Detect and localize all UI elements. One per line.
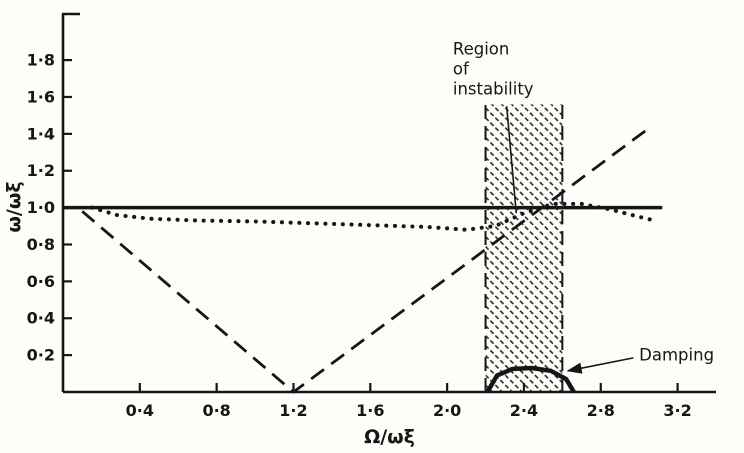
x-tick-label: 3·2: [663, 401, 691, 420]
x-tick-label: 1·6: [356, 401, 384, 420]
region-of-instability-label-leader-line: [505, 106, 518, 214]
y-tick-label: 1·6: [27, 87, 55, 106]
y-tick-label: 0·8: [27, 235, 55, 254]
x-tick-label: 1·2: [279, 401, 307, 420]
x-tick-label: 0·4: [126, 401, 154, 420]
x-axis-title: Ω/ωξ: [364, 426, 415, 448]
x-tick-label: 2·4: [510, 401, 538, 420]
series-dotted-curve: [89, 201, 657, 232]
region-of-instability-label: Region: [453, 40, 510, 59]
x-tick-label: 0·8: [202, 401, 230, 420]
y-tick-label: 0·2: [27, 346, 55, 365]
y-tick-label: 1·4: [27, 124, 55, 143]
y-tick-label: 0·6: [27, 272, 55, 291]
damping-label-leader-line: [566, 357, 634, 374]
region-of-instability-label: of: [453, 60, 470, 79]
series-damping-curve: [485, 365, 576, 394]
x-tick-label: 2·0: [433, 401, 461, 420]
instability-band: [485, 104, 563, 392]
y-tick-label: 1·2: [27, 161, 55, 180]
y-tick-label: 1·0: [27, 198, 55, 217]
x-tick-label: 2·8: [587, 401, 615, 420]
y-tick-label: 0·4: [27, 309, 55, 328]
y-axis-title: ω/ωξ: [3, 181, 25, 232]
series-dashed-branch: [81, 127, 650, 394]
region-of-instability-label: instability: [453, 80, 534, 99]
y-tick-label: 1·8: [27, 51, 55, 70]
damping-label: Damping: [639, 346, 714, 365]
